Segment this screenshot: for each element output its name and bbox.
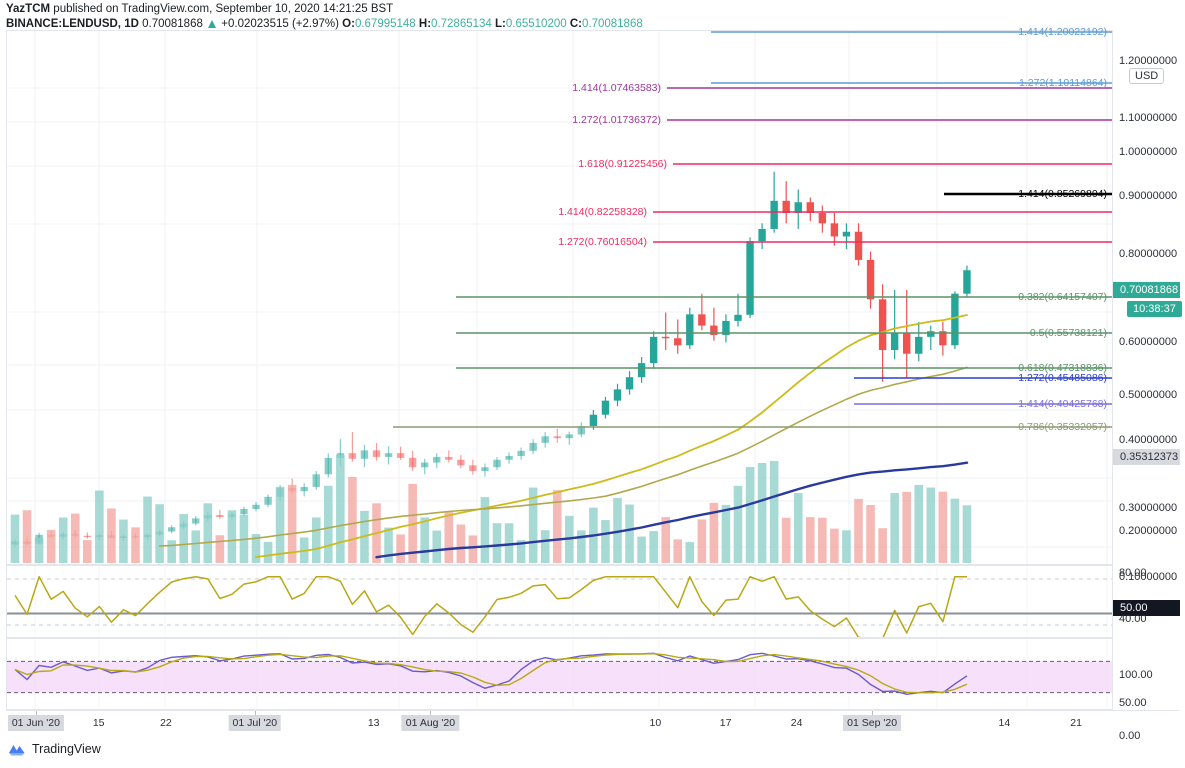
price-tick: 0.50000000 [1119, 389, 1178, 401]
fibonacci-lines [393, 31, 1112, 428]
rsi-level-badge: 50.00 [1113, 600, 1180, 616]
time-axis-label: 01 Jun '20 [7, 715, 64, 731]
rsi-tick-40: 40.00 [1119, 613, 1147, 625]
low-value: 0.65510200 [505, 18, 567, 30]
currency-chip[interactable]: USD [1129, 68, 1165, 84]
time-axis-label: 13 [367, 717, 380, 729]
stoch-band [7, 661, 1112, 693]
fib-level-label: 1.272(1.10114864) [1019, 77, 1107, 89]
fib-level-label: 0.382(0.64157407) [1018, 291, 1107, 303]
price-tick: 1.00000000 [1119, 146, 1178, 158]
rsi-pane[interactable] [6, 565, 1112, 638]
last-price: 0.70081868 [142, 18, 203, 30]
stoch-d-line [14, 652, 968, 694]
time-axis-label: 21 [1070, 717, 1082, 729]
chart-header: YazTCM published on TradingView.com, Sep… [6, 2, 1176, 31]
stoch-tick-100: 100.00 [1119, 669, 1153, 681]
tradingview-brand: TradingView [32, 742, 101, 756]
time-axis-tick [254, 711, 256, 715]
time-axis-label: 10 [649, 717, 662, 729]
change-percent: (+2.97%) [291, 18, 339, 30]
time-axis-tick [430, 711, 432, 715]
change-absolute: +0.02023515 [221, 18, 289, 30]
stoch-tick-50: 50.00 [1119, 697, 1147, 709]
publisher-name: YazTCM [6, 3, 51, 15]
open-label: O: [342, 18, 355, 30]
price-tick: 0.20000000 [1119, 525, 1178, 537]
close-label: C: [569, 18, 582, 30]
price-tick: 1.20000000 [1119, 55, 1178, 67]
open-value: 0.67995148 [354, 18, 416, 30]
time-axis-tick [35, 711, 37, 715]
symbol-label[interactable]: BINANCE:LENDUSD, 1D [6, 18, 139, 30]
stochastic-plot-canvas [7, 639, 1112, 709]
stoch-tick-0: 0.00 [1119, 730, 1141, 742]
stochastic-pane[interactable] [6, 638, 1112, 710]
rsi-plot-canvas [7, 566, 1112, 637]
arrow-up-icon [208, 20, 217, 28]
stoch-k-line [14, 652, 968, 696]
fib-level-label: 1.272(0.76016504) [558, 236, 647, 248]
current-price-badge: 0.70081868 [1113, 282, 1180, 298]
published-text: published on TradingView.com, September … [53, 3, 394, 15]
time-axis-label: 01 Aug '20 [401, 715, 460, 731]
candlestick-series [11, 171, 971, 547]
price-tick: 0.80000000 [1119, 248, 1178, 260]
high-value: 0.72865134 [431, 18, 492, 30]
fib-level-label: 0.5(0.55738121) [1029, 327, 1107, 339]
tradingview-logo-icon [9, 744, 25, 755]
fib-level-label: 1.414(0.40425768) [1018, 398, 1107, 410]
price-pane[interactable]: 1.414(1.20022192) 1.414(1.07463583) 1.272(… [6, 26, 1112, 565]
price-plot-canvas [7, 31, 1112, 564]
time-axis-label: 01 Jul '20 [228, 715, 282, 731]
price-tick: 0.60000000 [1119, 336, 1178, 348]
price-tick: 1.10000000 [1119, 112, 1178, 124]
time-axis-label: 15 [92, 717, 105, 729]
fib-level-label: 1.618(0.91225456) [578, 158, 667, 170]
price-tick: 0.90000000 [1119, 190, 1178, 202]
fib-level-label: 1.414(0.85269804) [1018, 188, 1107, 200]
publisher-line: YazTCM published on TradingView.com, Sep… [6, 2, 1176, 16]
rsi-tick-80: 80.00 [1119, 567, 1147, 579]
time-axis-label: 14 [998, 717, 1011, 729]
time-axis-label: 17 [719, 717, 732, 729]
fib-level-label: 1.272(0.45485086) [1018, 372, 1107, 384]
rsi-line [14, 575, 967, 637]
fib-level-label: 0.618(0.47318836) [1018, 362, 1107, 374]
symbol-ohlc-line: BINANCE:LENDUSD, 1D 0.70081868 +0.020235… [6, 17, 1176, 31]
time-axis-label: 24 [790, 717, 803, 729]
fib-level-label: 1.414(1.07463583) [572, 82, 661, 94]
price-tick: 0.40000000 [1119, 434, 1178, 446]
time-axis-label: 22 [160, 717, 172, 729]
close-value: 0.70081868 [581, 18, 643, 30]
price-tick: 0.30000000 [1119, 502, 1178, 514]
tradingview-footer: TradingView [8, 742, 101, 756]
fib-level-label: 0.786(0.35332057) [1018, 421, 1107, 433]
fib-level-label: 1.414(1.20022192) [1018, 26, 1107, 38]
time-axis-label: 01 Sep '20 [843, 715, 902, 731]
countdown-badge: 10:38:37 [1127, 301, 1182, 317]
low-label: L: [495, 18, 506, 30]
fib-level-label: 1.414(0.82258328) [558, 206, 647, 218]
time-axis-tick [872, 711, 874, 715]
price-axis[interactable]: USD 1.20000000 1.10000000 1.00000000 0.9000… [1112, 30, 1182, 742]
level-price-badge: 0.35312373 [1113, 449, 1180, 465]
high-label: H: [418, 18, 432, 30]
fib-level-label: 1.272(1.01736372) [572, 114, 661, 126]
price-tick: 0.10000000 [1119, 571, 1178, 583]
